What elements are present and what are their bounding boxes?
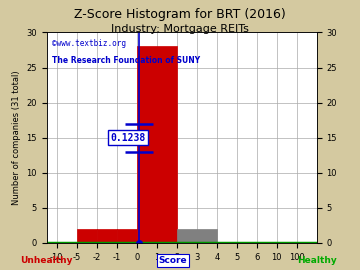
Text: Score: Score — [158, 256, 187, 265]
Text: Healthy: Healthy — [297, 256, 337, 265]
Text: 0.1238: 0.1238 — [111, 133, 146, 143]
Bar — [77, 229, 97, 243]
Text: ©www.textbiz.org: ©www.textbiz.org — [52, 39, 126, 48]
Bar — [117, 229, 137, 243]
Bar — [177, 229, 217, 243]
Bar — [137, 46, 177, 243]
Text: Z-Score Histogram for BRT (2016): Z-Score Histogram for BRT (2016) — [74, 8, 286, 21]
Y-axis label: Number of companies (31 total): Number of companies (31 total) — [12, 70, 21, 205]
Bar — [97, 229, 117, 243]
Text: Unhealthy: Unhealthy — [21, 256, 73, 265]
Text: The Research Foundation of SUNY: The Research Foundation of SUNY — [52, 56, 200, 65]
Text: Industry: Mortgage REITs: Industry: Mortgage REITs — [111, 24, 249, 34]
